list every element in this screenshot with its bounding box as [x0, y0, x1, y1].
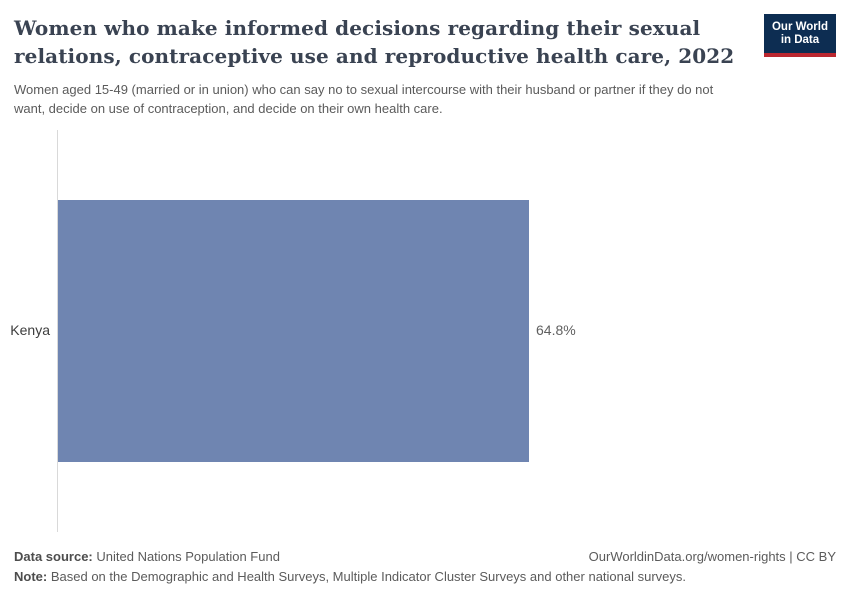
note-label: Note: — [14, 569, 48, 584]
note-text: Based on the Demographic and Health Surv… — [50, 569, 687, 584]
chart-subtitle-line-2: want, decide on use of contraception, an… — [14, 101, 443, 116]
data-source-label: Data source: — [14, 549, 93, 564]
value-label-kenya: 64.8% — [536, 322, 576, 338]
data-source-value: United Nations Population Fund — [96, 549, 280, 564]
bar-kenya[interactable] — [58, 200, 529, 462]
owid-logo-line-1: Our World — [771, 21, 828, 33]
entity-label-kenya: Kenya — [10, 322, 50, 338]
note: Note: Based on the Demographic and Healt… — [14, 567, 686, 587]
chart-footer: Data source: United Nations Population F… — [14, 547, 836, 587]
chart-subtitle: Women aged 15-49 (married or in union) w… — [14, 80, 734, 118]
owid-logo[interactable]: Our World in Data — [763, 14, 836, 57]
y-axis-line — [57, 130, 58, 532]
chart-title-line-2: relations, contraceptive use and reprodu… — [14, 44, 735, 68]
chart-subtitle-line-1: Women aged 15-49 (married or in union) w… — [14, 82, 714, 97]
chart-title-line-1: Women who make informed decisions regard… — [14, 16, 701, 40]
chart-title: Women who make informed decisions regard… — [14, 14, 734, 70]
owid-logo-line-2: in Data — [780, 34, 820, 46]
data-source: Data source: United Nations Population F… — [14, 547, 280, 567]
chart-header: Women who make informed decisions regard… — [14, 14, 836, 118]
chart-titles: Women who make informed decisions regard… — [14, 14, 734, 118]
bar-chart: Kenya 64.8% — [10, 130, 836, 532]
credit-link[interactable]: OurWorldinData.org/women-rights | CC BY — [588, 549, 836, 564]
